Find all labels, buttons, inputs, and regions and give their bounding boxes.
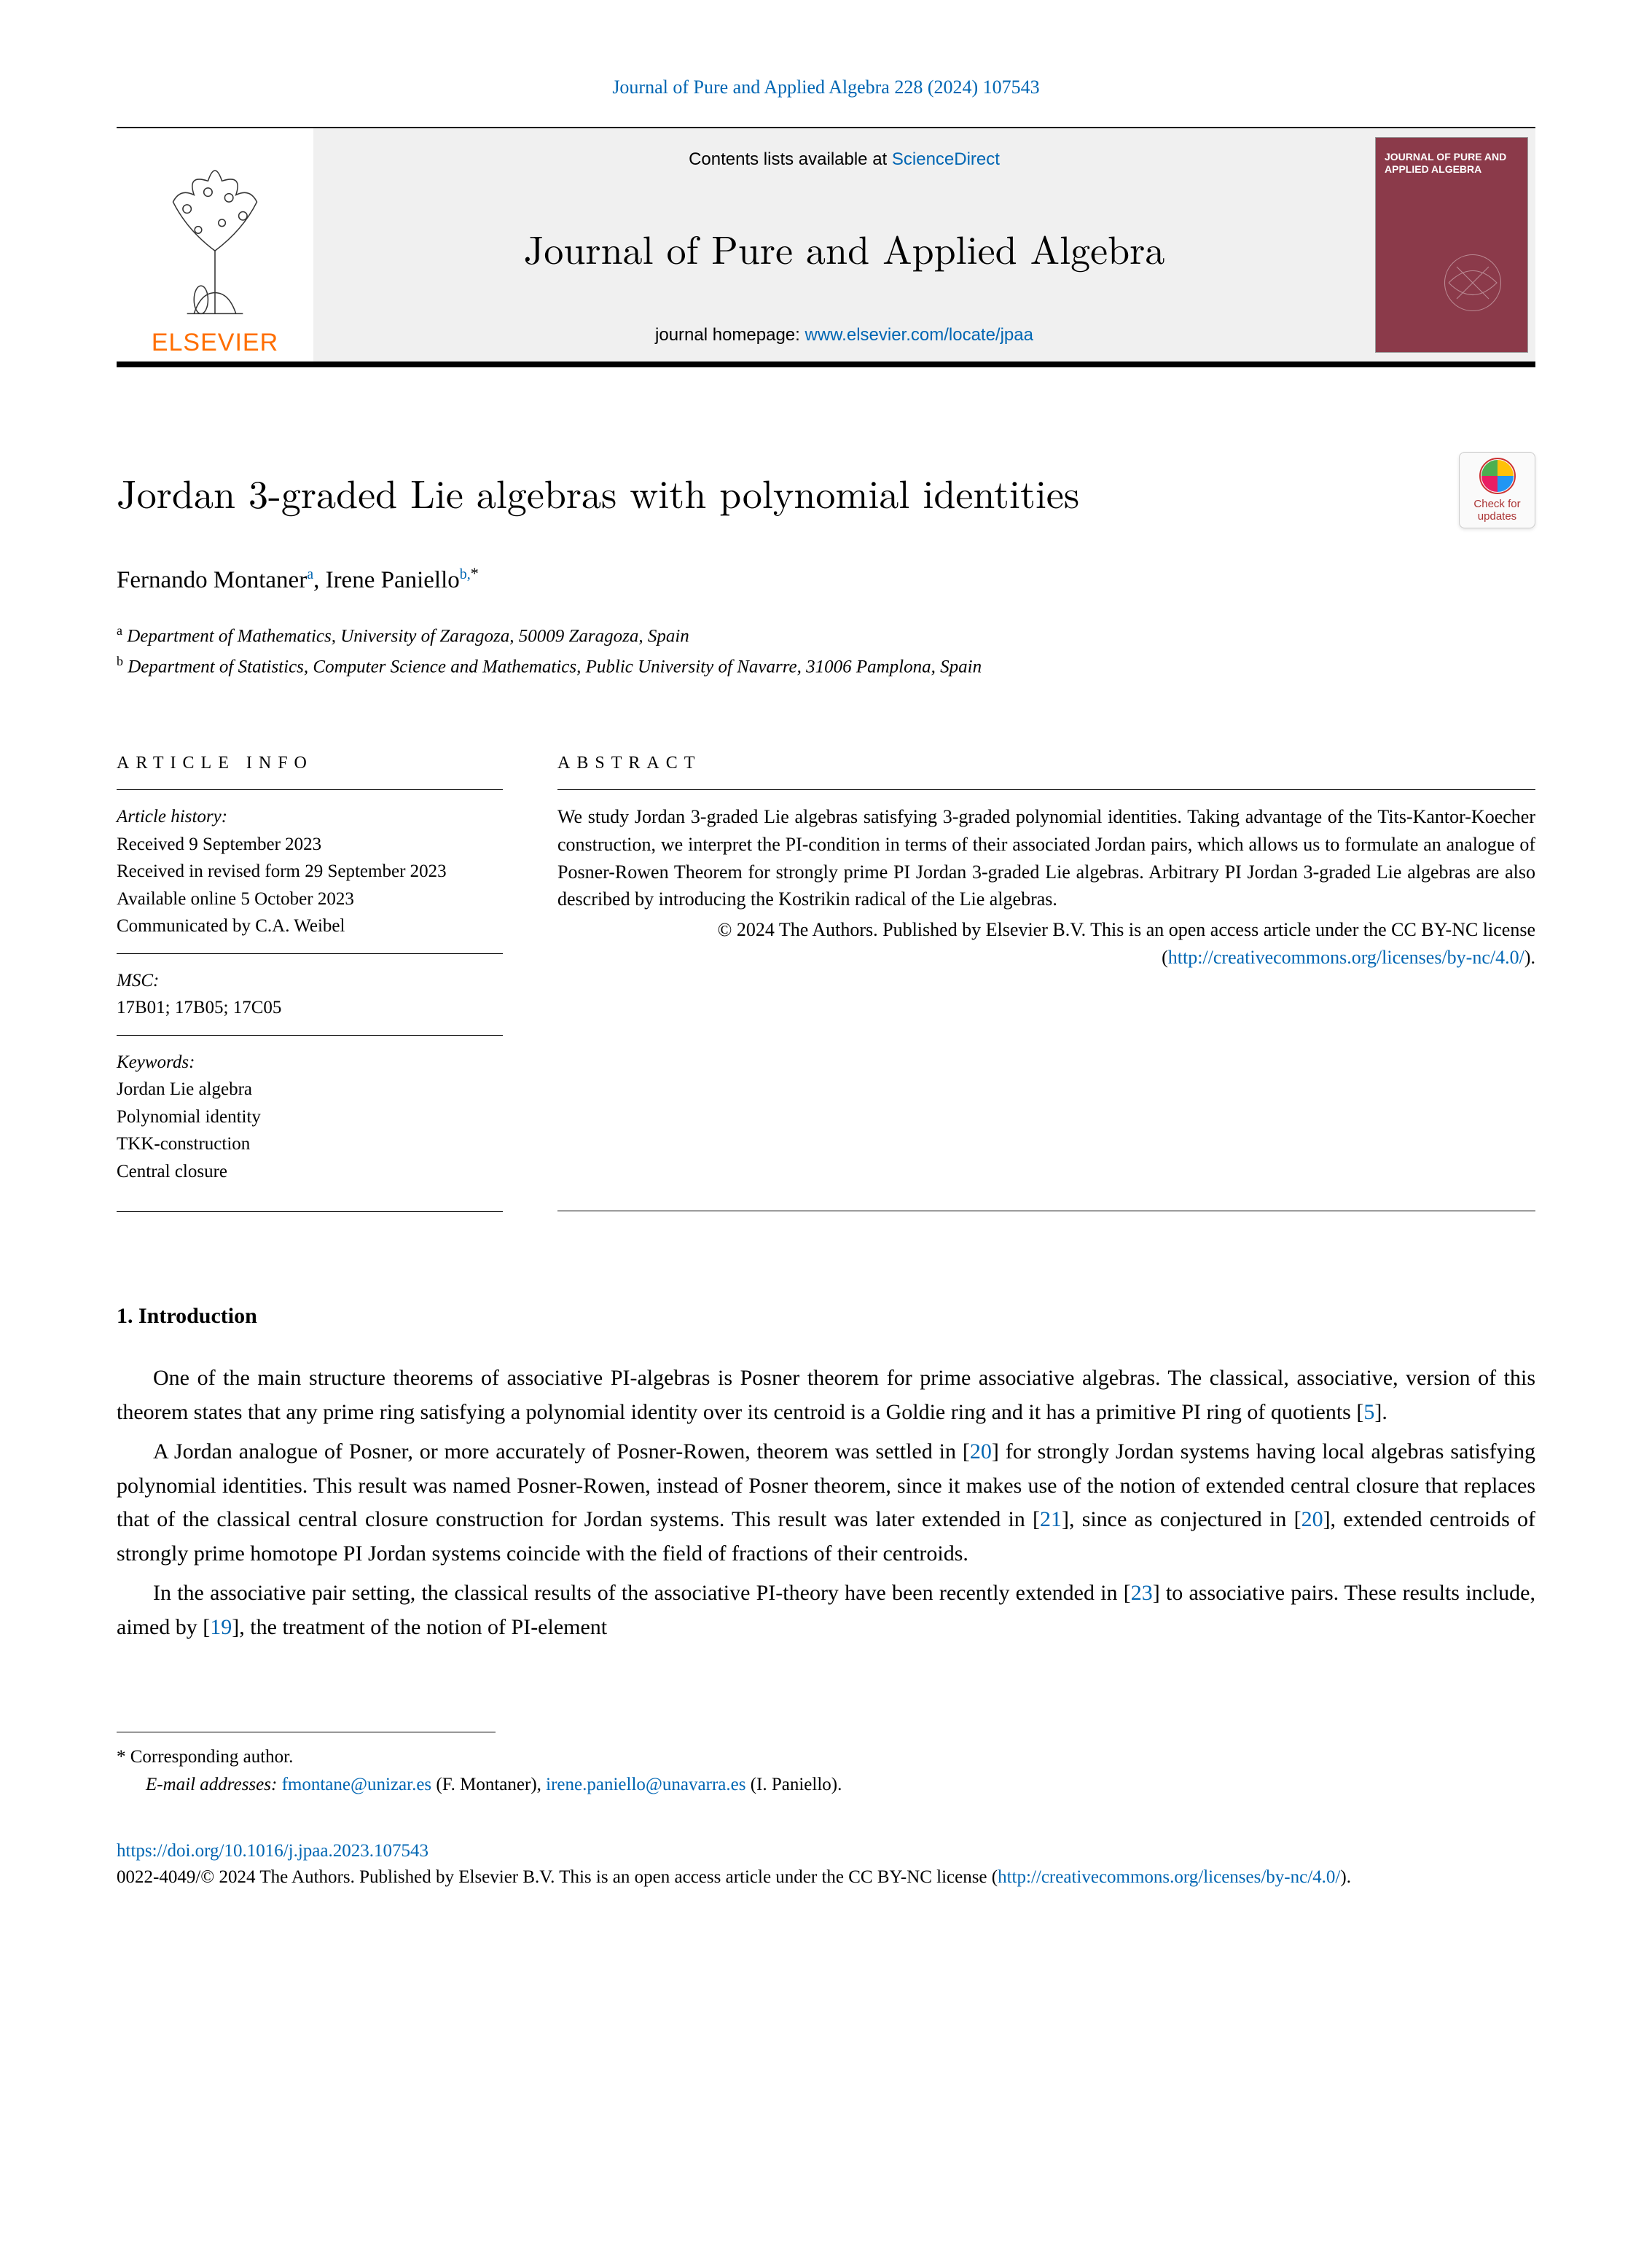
header-center: Contents lists available at ScienceDirec… [313,128,1375,361]
homepage-line: journal homepage: www.elsevier.com/locat… [655,322,1033,348]
sciencedirect-link[interactable]: ScienceDirect [892,149,1000,169]
msc-label: MSC: [117,967,503,995]
section-1-heading: 1. Introduction [117,1300,1535,1332]
affiliation-a: a Department of Mathematics, University … [117,621,1535,650]
corresponding-author-note: * Corresponding author. [117,1743,1535,1771]
abstract-text: We study Jordan 3-graded Lie algebras sa… [557,803,1535,971]
history-item: Communicated by C.A. Weibel [117,912,503,940]
bottom-license-link[interactable]: http://creativecommons.org/licenses/by-n… [998,1867,1340,1887]
author-1-sup[interactable]: a [307,566,313,582]
check-updates-label: Check for updates [1460,499,1535,523]
history-label: Article history: [117,803,503,831]
affil-b-sup: b [117,654,123,668]
doi-link[interactable]: https://doi.org/10.1016/j.jpaa.2023.1075… [117,1841,428,1861]
journal-name: Journal of Pure and Applied Algebra [524,218,1165,277]
keywords-block: Keywords: Jordan Lie algebra Polynomial … [117,1049,503,1199]
article-title: Jordan 3-graded Lie algebras with polyno… [117,462,1535,521]
email-line: E-mail addresses: fmontane@unizar.es (F.… [117,1771,1535,1799]
homepage-link[interactable]: www.elsevier.com/locate/jpaa [805,325,1033,345]
author-sep: , [313,567,326,593]
keywords-label: Keywords: [117,1049,503,1076]
article-info-column: article info Article history: Received 9… [117,750,503,1211]
info-heading: article info [117,750,503,790]
abstract-column: abstract We study Jordan 3-graded Lie al… [557,750,1535,1211]
history-block: Article history: Received 9 September 20… [117,803,503,954]
p3-text-a: In the associative pair setting, the cla… [153,1581,1131,1605]
affil-b-text: Department of Statistics, Computer Scien… [128,657,982,677]
p2-text-a: A Jordan analogue of Posner, or more acc… [153,1439,970,1463]
p1-text-a: One of the main structure theorems of as… [117,1366,1535,1424]
history-item: Received 9 September 2023 [117,831,503,859]
issn-close: ). [1340,1867,1351,1887]
homepage-prefix: journal homepage: [655,325,805,345]
abstract-heading: abstract [557,750,1535,790]
author-2-star[interactable]: * [471,564,479,582]
p2-text-c: ], since as conjectured in [ [1062,1507,1301,1531]
ref-19[interactable]: 19 [210,1615,232,1639]
divider [117,1211,503,1212]
info-abstract-row: article info Article history: Received 9… [117,750,1535,1211]
contents-prefix: Contents lists available at [689,149,892,169]
affiliation-b: b Department of Statistics, Computer Sci… [117,652,1535,681]
ref-23[interactable]: 23 [1131,1581,1153,1605]
issn-copyright: 0022-4049/© 2024 The Authors. Published … [117,1867,998,1887]
check-updates-badge[interactable]: Check for updates [1459,452,1535,528]
email-2[interactable]: irene.paniello@unavarra.es [546,1775,745,1794]
author-2-sup[interactable]: b, [460,566,471,582]
publisher-name: ELSEVIER [152,324,278,361]
email-2-name: (I. Paniello). [745,1775,842,1794]
email-1[interactable]: fmontane@unizar.es [282,1775,432,1794]
bottom-block: https://doi.org/10.1016/j.jpaa.2023.1075… [117,1838,1535,1891]
history-item: Received in revised form 29 September 20… [117,858,503,886]
ref-20[interactable]: 20 [970,1439,992,1463]
keyword: Jordan Lie algebra [117,1076,503,1103]
cover-graphic-icon [1433,243,1513,323]
msc-block: MSC: 17B01; 17B05; 17C05 [117,967,503,1036]
citation-link[interactable]: Journal of Pure and Applied Algebra 228 … [612,77,1039,98]
journal-cover-thumbnail: JOURNAL OF PURE AND APPLIED ALGEBRA [1375,137,1528,353]
cover-title: JOURNAL OF PURE AND APPLIED ALGEBRA [1385,151,1527,176]
top-citation: Journal of Pure and Applied Algebra 228 … [117,73,1535,101]
license-link[interactable]: http://creativecommons.org/licenses/by-n… [1168,947,1524,968]
affil-a-sup: a [117,623,122,638]
ref-5[interactable]: 5 [1363,1400,1374,1424]
corr-label: * Corresponding author. [117,1747,293,1767]
keyword: Central closure [117,1158,503,1186]
abstract-body: We study Jordan 3-graded Lie algebras sa… [557,806,1535,910]
ref-21[interactable]: 21 [1040,1507,1062,1531]
ref-20b[interactable]: 20 [1301,1507,1323,1531]
journal-header: ELSEVIER Contents lists available at Sci… [117,127,1535,367]
author-2: Irene Paniello [326,567,460,593]
keyword: Polynomial identity [117,1103,503,1131]
msc-codes: 17B01; 17B05; 17C05 [117,994,503,1022]
elsevier-tree-icon [142,153,288,321]
p1-text-b: ]. [1374,1400,1387,1424]
crossmark-icon [1479,458,1516,494]
p3-text-c: ], the treatment of the notion of PI-ele… [232,1615,607,1639]
history-item: Available online 5 October 2023 [117,886,503,913]
authors-line: Fernando Montanera, Irene Paniellob,* [117,561,1535,599]
email-1-name: (F. Montaner), [431,1775,546,1794]
intro-paragraph-1: One of the main structure theorems of as… [117,1361,1535,1429]
affil-a-text: Department of Mathematics, University of… [127,626,689,646]
publisher-logo-area: ELSEVIER [117,128,313,361]
intro-paragraph-2: A Jordan analogue of Posner, or more acc… [117,1435,1535,1571]
author-1: Fernando Montaner [117,567,307,593]
intro-paragraph-3: In the associative pair setting, the cla… [117,1576,1535,1644]
contents-line: Contents lists available at ScienceDirec… [689,146,1000,173]
email-label: E-mail addresses: [146,1775,282,1794]
abstract-copyright-close: ). [1524,947,1535,968]
keyword: TKK-construction [117,1130,503,1158]
